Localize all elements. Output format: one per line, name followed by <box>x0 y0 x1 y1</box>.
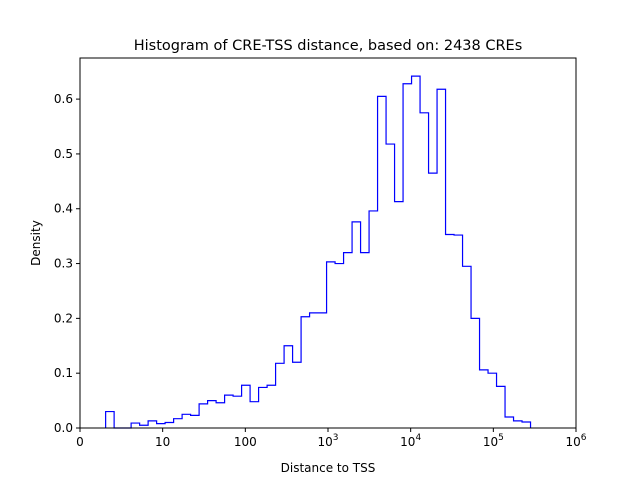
y-tick-label: 0.4 <box>54 202 73 216</box>
y-tick-label: 0.1 <box>54 366 73 380</box>
histogram-bin <box>191 415 199 428</box>
x-tick-label-exponent: 5 <box>498 433 504 443</box>
histogram-bin <box>259 387 267 428</box>
y-axis-label: Density <box>29 220 43 266</box>
histogram-bin <box>284 346 292 428</box>
y-tick-label: 0.6 <box>54 92 73 106</box>
histogram-bin <box>522 422 530 428</box>
histogram-bin <box>369 211 377 428</box>
histogram-bin <box>216 403 224 428</box>
histogram-bin <box>208 401 216 428</box>
histogram-bin <box>403 84 411 428</box>
x-tick-label-base: 10 <box>483 435 498 449</box>
histogram-bin <box>395 202 403 428</box>
histogram-bin <box>361 253 369 428</box>
x-tick-label-base: 100 <box>234 435 257 449</box>
y-tick-label: 0.3 <box>54 257 73 271</box>
x-tick-label: 106 <box>565 433 586 449</box>
x-tick-label-base: 10 <box>317 435 332 449</box>
histogram-bin <box>199 404 207 428</box>
histogram-bin <box>225 395 233 428</box>
x-tick-label: 104 <box>400 433 421 449</box>
histogram-bin <box>386 144 394 428</box>
histogram-bin <box>233 396 241 428</box>
histogram-bin <box>182 414 190 428</box>
histogram-bin <box>335 264 343 428</box>
histogram-bin <box>505 417 513 428</box>
histogram-bin <box>293 362 301 428</box>
histogram-bin <box>318 313 326 428</box>
x-tick-label-base: 10 <box>400 435 415 449</box>
histogram-bin <box>344 253 352 428</box>
histogram-bin <box>352 222 360 428</box>
x-tick-label-base: 10 <box>155 435 170 449</box>
x-tick-label-exponent: 6 <box>581 433 587 443</box>
x-tick-label: 10 <box>155 435 170 449</box>
histogram-bin <box>497 386 505 428</box>
histogram-bin <box>157 424 165 428</box>
x-axis-label: Distance to TSS <box>281 461 376 475</box>
y-tick-label: 0.5 <box>54 147 73 161</box>
histogram-step-line <box>105 75 532 429</box>
histogram-bin <box>250 402 258 428</box>
histogram-bin <box>327 262 335 428</box>
histogram-bin <box>276 363 284 428</box>
histogram-bin <box>514 421 522 428</box>
histogram-bin <box>488 373 496 428</box>
histogram-bin <box>412 76 420 428</box>
histogram-bin <box>301 317 309 428</box>
histogram-bin <box>471 318 479 428</box>
histogram-bin <box>310 313 318 428</box>
histogram-bin <box>420 113 428 428</box>
y-tick-label: 0.0 <box>54 421 73 435</box>
y-tick-label: 0.2 <box>54 311 73 325</box>
x-tick-label: 100 <box>234 435 257 449</box>
histogram-bin <box>242 385 250 428</box>
histogram-bin <box>148 421 156 428</box>
histogram-bin <box>454 235 462 428</box>
x-tick-label-exponent: 3 <box>333 433 339 443</box>
histogram-bin <box>267 385 275 428</box>
histogram-bin <box>480 370 488 428</box>
x-tick-label-base: 10 <box>565 435 580 449</box>
histogram-bin <box>106 412 114 428</box>
histogram-bin <box>463 266 471 428</box>
x-tick-label: 105 <box>483 433 504 449</box>
x-tick-label: 0 <box>76 435 84 449</box>
plot-frame <box>79 57 577 429</box>
chart-title: Histogram of CRE-TSS distance, based on:… <box>134 38 523 54</box>
histogram-bin <box>437 89 445 428</box>
histogram-bin <box>378 96 386 428</box>
histogram-bin <box>165 423 173 428</box>
histogram-bin <box>131 423 139 428</box>
x-tick-label-base: 0 <box>76 435 84 449</box>
x-tick-label-exponent: 4 <box>415 433 421 443</box>
histogram-bin <box>429 173 437 428</box>
histogram-bin <box>446 235 454 428</box>
histogram-bin <box>174 419 182 428</box>
x-tick-label: 103 <box>317 433 338 449</box>
